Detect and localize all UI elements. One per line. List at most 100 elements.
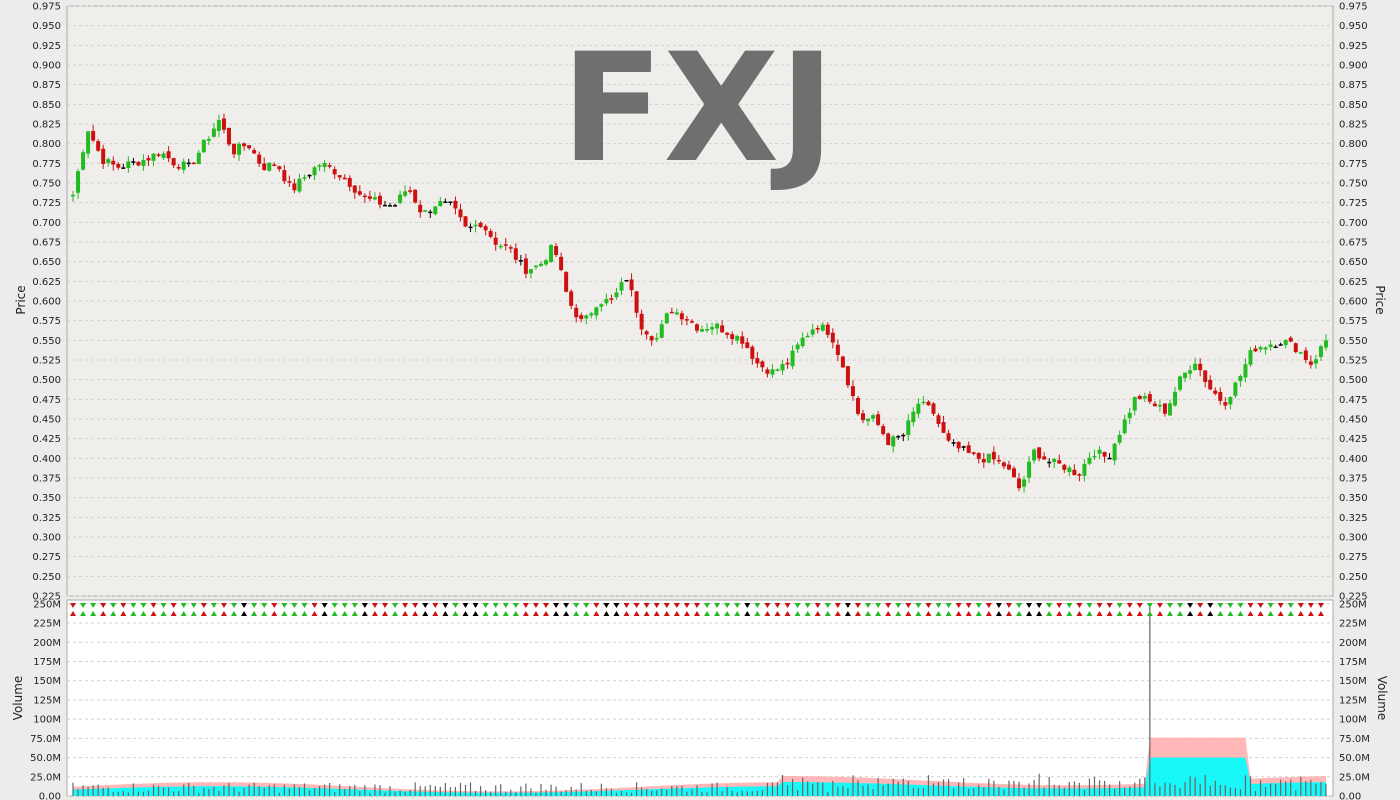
candle-body — [438, 200, 443, 207]
candle-body — [1198, 363, 1203, 371]
signal-marker — [70, 603, 76, 616]
signal-marker — [704, 603, 711, 616]
candle-body — [237, 143, 242, 155]
signal-marker — [693, 603, 700, 616]
candle-body — [1017, 478, 1022, 489]
candle-body — [473, 224, 478, 227]
price-tick-label: 0.425 — [1339, 434, 1368, 445]
candle-body — [1253, 348, 1258, 352]
candle-body — [503, 244, 508, 246]
candle-body — [282, 170, 287, 182]
price-tick-label: 0.725 — [1339, 198, 1368, 209]
candle-body — [1278, 344, 1283, 346]
price-tick-label: 0.800 — [32, 139, 61, 150]
signal-marker — [1287, 603, 1294, 616]
candle-body — [1218, 391, 1223, 401]
candle-body — [584, 315, 589, 319]
candle-body — [845, 366, 850, 386]
candle-body — [126, 161, 131, 169]
volume-tick-label: 225M — [33, 619, 61, 630]
candle-body — [121, 167, 126, 169]
candle-body — [206, 138, 211, 141]
candle-body — [176, 166, 181, 169]
signal-marker — [875, 603, 882, 616]
candle-body — [96, 141, 101, 151]
candle-body — [1037, 447, 1042, 459]
price-tick-label: 0.600 — [1339, 297, 1368, 308]
signal-marker — [311, 603, 318, 616]
candle-body — [247, 145, 252, 149]
price-tick-label: 0.350 — [1339, 493, 1368, 504]
candle-body — [81, 152, 86, 170]
price-tick-label: 0.300 — [32, 533, 61, 544]
candle-body — [1203, 370, 1208, 382]
candle-body — [1142, 396, 1147, 399]
candle-body — [403, 191, 408, 196]
signal-marker — [110, 603, 117, 616]
signal-marker — [905, 603, 912, 616]
price-tick-label: 0.475 — [1339, 395, 1368, 406]
candle-body — [498, 245, 503, 248]
candle-body — [941, 422, 946, 433]
candle-body — [906, 420, 911, 435]
candle-body — [312, 167, 317, 176]
signal-marker — [885, 603, 892, 616]
candle-body — [594, 307, 599, 316]
volume-tick-label: 175M — [33, 657, 61, 668]
price-tick-label: 0.875 — [1339, 80, 1368, 91]
price-tick-label: 0.650 — [32, 257, 61, 268]
candle-body — [725, 332, 730, 335]
candle-body — [443, 201, 448, 203]
candle-body — [377, 195, 382, 205]
candle-body — [1173, 391, 1178, 406]
candle-body — [549, 245, 554, 262]
signal-marker — [301, 603, 308, 616]
candle-body — [911, 411, 916, 423]
candle-body — [876, 414, 881, 425]
signal-marker — [673, 603, 680, 616]
signal-marker — [371, 603, 378, 616]
candle-body — [740, 336, 745, 344]
signal-marker — [623, 603, 630, 616]
candle-body — [287, 181, 292, 183]
candle-body — [262, 163, 267, 171]
candle-body — [478, 222, 483, 228]
candle-body — [579, 315, 584, 320]
signal-marker — [643, 603, 650, 616]
signal-marker — [180, 603, 187, 616]
volume-tick-label: 25.0M — [1339, 772, 1370, 783]
candle-body — [1062, 464, 1067, 470]
candle-body — [644, 331, 649, 335]
candle-body — [659, 324, 664, 338]
candle-body — [1087, 457, 1092, 464]
candle-body — [921, 401, 926, 404]
signal-marker — [241, 603, 248, 616]
signal-marker — [1005, 603, 1012, 616]
signal-marker — [512, 603, 519, 616]
volume-tick-label: 100M — [33, 715, 61, 726]
signal-marker — [452, 603, 459, 616]
candle-body — [292, 183, 297, 191]
price-tick-label: 0.900 — [1339, 61, 1368, 72]
price-tick-label: 0.675 — [1339, 238, 1368, 249]
price-tick-label: 0.500 — [32, 375, 61, 386]
candle-body — [629, 279, 634, 291]
candle-body — [1323, 340, 1328, 348]
signal-marker — [100, 603, 107, 616]
price-tick-label: 0.275 — [32, 552, 61, 563]
signal-marker — [432, 603, 439, 616]
candle-body — [488, 231, 493, 237]
candle-body — [242, 143, 247, 147]
candle-body — [106, 159, 111, 163]
signal-marker — [1026, 603, 1033, 616]
candle-body — [730, 334, 735, 340]
signal-marker — [442, 603, 449, 616]
signal-marker — [522, 603, 529, 616]
candle-body — [589, 313, 594, 316]
candle-body — [750, 346, 755, 359]
candle-body — [453, 200, 458, 209]
signal-marker — [90, 603, 97, 616]
candle-body — [382, 204, 387, 207]
price-tick-label: 0.725 — [32, 198, 61, 209]
price-tick-label: 0.450 — [1339, 415, 1368, 426]
